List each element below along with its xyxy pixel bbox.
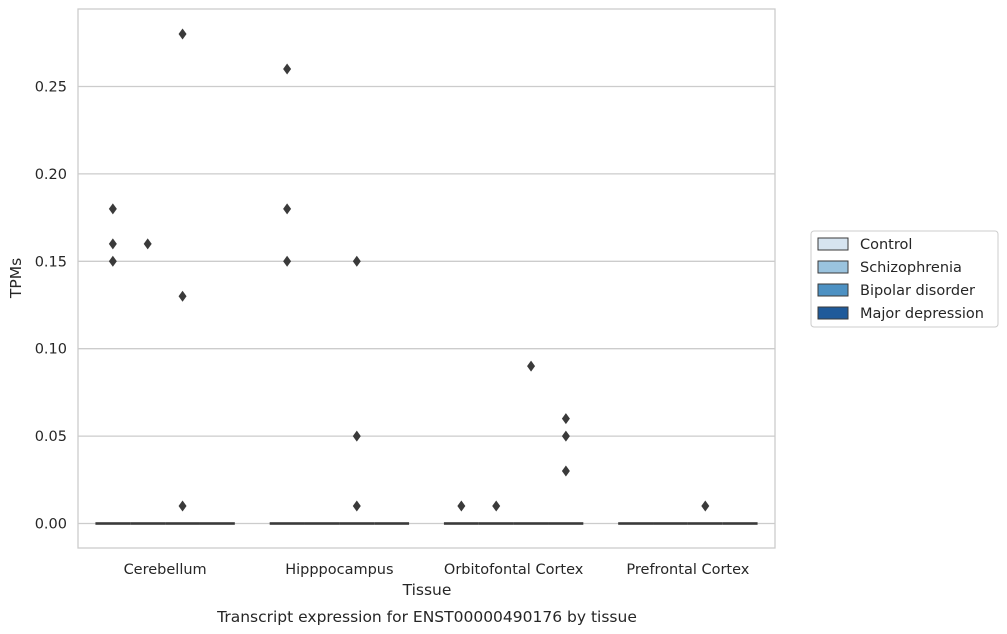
- outlier-point: [352, 255, 361, 267]
- y-axis-label: TPMs: [7, 258, 25, 299]
- plot-frame: [77, 8, 776, 549]
- outlier-point: [352, 500, 361, 512]
- y-tick-label: 0.00: [35, 517, 67, 533]
- outlier-point: [108, 203, 117, 215]
- y-tick-label: 0.15: [35, 254, 67, 270]
- outlier-points: [108, 28, 710, 512]
- legend-swatch: [817, 260, 849, 274]
- outlier-point: [108, 255, 117, 267]
- outlier-point: [561, 413, 570, 425]
- legend-label: Schizophrenia: [860, 260, 962, 276]
- outlier-point: [561, 465, 570, 477]
- chart-caption: Transcript expression for ENST0000049017…: [216, 608, 637, 626]
- outlier-point: [352, 430, 361, 442]
- outlier-point: [283, 63, 292, 75]
- legend-swatch: [817, 283, 849, 297]
- legend-swatch: [817, 306, 849, 320]
- x-tick-label: Cerebellum: [124, 562, 207, 578]
- outlier-point: [178, 28, 187, 40]
- y-tick-label: 0.20: [35, 167, 67, 183]
- x-axis-label: Tissue: [402, 581, 452, 599]
- x-tick-label: Hipppocampus: [285, 562, 393, 578]
- legend-frame: [810, 230, 999, 328]
- outlier-point: [527, 360, 536, 372]
- y-tick-label: 0.05: [35, 429, 67, 445]
- legend-label: Control: [860, 237, 912, 253]
- legend-label: Major depression: [860, 306, 984, 322]
- outlier-point: [701, 500, 710, 512]
- outlier-point: [457, 500, 466, 512]
- gridlines: [78, 85, 775, 525]
- y-tick-label: 0.25: [35, 80, 67, 96]
- x-tick-label: Orbitofontal Cortex: [444, 562, 584, 578]
- x-tick-labels: Cerebellum Hipppocampus Orbitofontal Corte…: [124, 562, 750, 578]
- legend-swatch: [817, 237, 849, 251]
- legend: Control Schizophrenia Bipolar disorder Majo…: [810, 230, 999, 328]
- outlier-point: [143, 238, 152, 250]
- outlier-point: [283, 255, 292, 267]
- legend-label: Bipolar disorder: [860, 283, 975, 299]
- x-tick-label: Prefrontal Cortex: [626, 562, 749, 578]
- outlier-point: [561, 430, 570, 442]
- outlier-point: [108, 238, 117, 250]
- box-group: [95, 522, 758, 525]
- outlier-point: [178, 500, 187, 512]
- outlier-point: [178, 290, 187, 302]
- outlier-point: [283, 203, 292, 215]
- y-tick-label: 0.10: [35, 342, 67, 358]
- outlier-point: [492, 500, 501, 512]
- y-tick-labels: 0.00 0.05 0.10 0.15 0.20 0.25: [35, 80, 67, 533]
